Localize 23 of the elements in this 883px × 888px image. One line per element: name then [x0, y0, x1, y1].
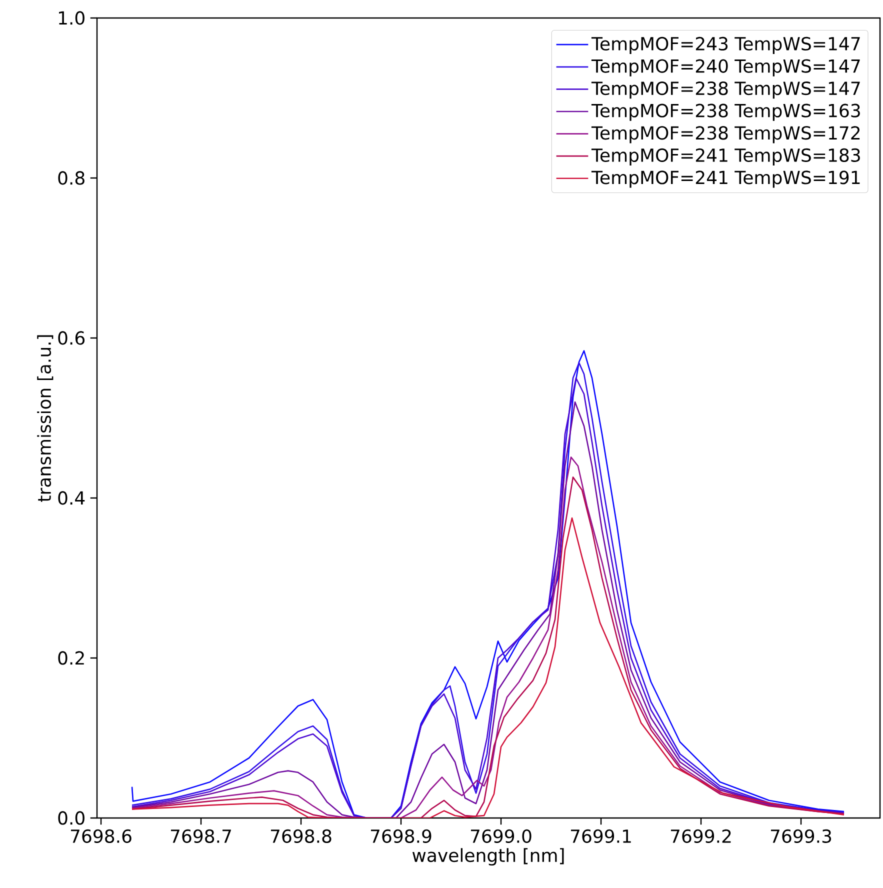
x-tick-label: 7698.7: [171, 829, 231, 843]
legend-label: TempMOF=240 TempWS=147: [591, 59, 860, 76]
y-tick-label: 0.4: [58, 491, 85, 505]
y-tick-label: 0.2: [58, 651, 84, 665]
x-tick-label: 7698.8: [271, 829, 332, 843]
x-tick-label: 7698.9: [370, 829, 432, 843]
legend-label: TempMOF=238 TempWS=147: [591, 82, 860, 99]
y-tick-label: 0.8: [58, 171, 84, 185]
legend-label: TempMOF=243 TempWS=147: [591, 36, 860, 54]
legend-label: TempMOF=238 TempWS=172: [591, 126, 860, 144]
x-tick-label: 7699.3: [771, 829, 832, 843]
y-tick-label: 1.0: [59, 11, 84, 25]
y-tick-label: 0.6: [58, 331, 85, 345]
legend-label: TempMOF=241 TempWS=191: [591, 170, 860, 188]
y-tick-label: 0.0: [58, 811, 84, 825]
y-axis-title: transmission [a.u.]: [37, 335, 54, 502]
x-tick-label: 7698.6: [71, 829, 132, 843]
legend-label: TempMOF=238 TempWS=163: [591, 104, 860, 121]
x-tick-label: 7699.1: [571, 829, 631, 843]
x-axis-title: wavelength [nm]: [412, 848, 564, 866]
legend-label: TempMOF=241 TempWS=183: [591, 148, 860, 166]
x-tick-label: 7699.2: [671, 829, 731, 843]
x-tick-label: 7699.0: [471, 829, 532, 843]
